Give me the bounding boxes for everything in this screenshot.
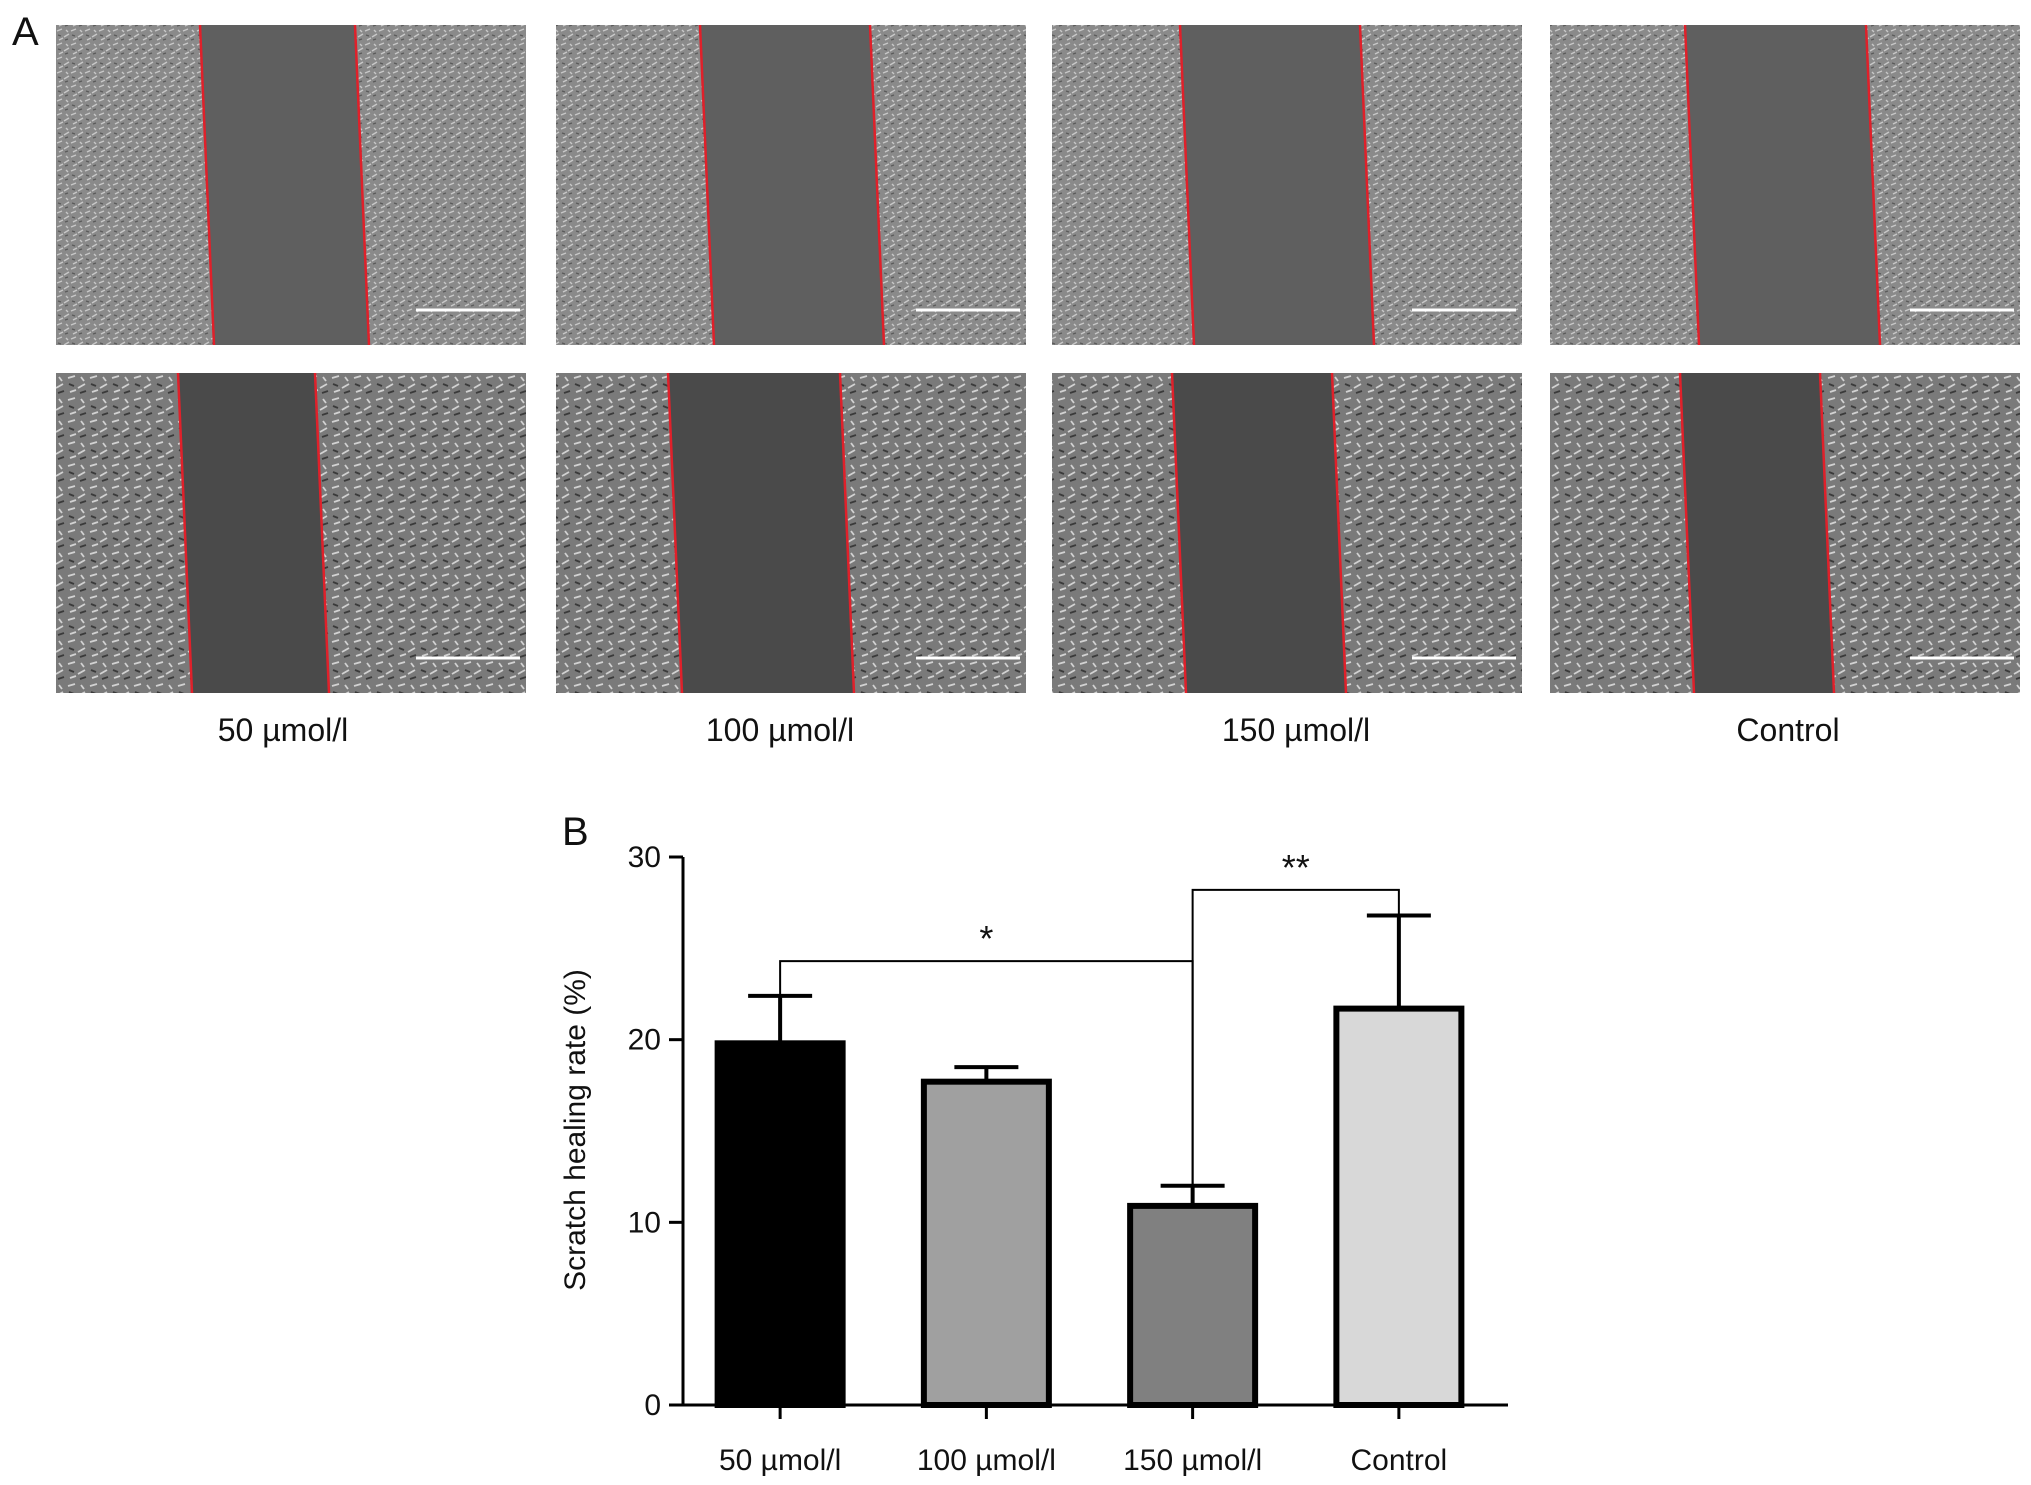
gap-edge-left [666,372,684,694]
significance-bracket [1191,888,1400,1186]
gap-edge-right [1358,24,1376,346]
gap-edge-left [176,372,194,694]
x-tick-label: 100 µmol/l [917,1444,1056,1477]
micrograph-bottom-1 [556,372,1026,694]
scratch-gap [1180,25,1374,345]
significance-label: * [979,918,993,959]
bar [920,1078,1052,1409]
y-tick-label: 0 [644,1389,661,1422]
gap-edge-left [1683,24,1701,346]
x-tick-label: 50 µmol/l [719,1444,841,1477]
scratch-gap [1685,25,1880,345]
scratch-gap [1172,373,1346,693]
bar [1127,1202,1259,1408]
x-tick-label: 150 µmol/l [1123,1444,1262,1477]
y-tick-label: 10 [628,1206,661,1239]
group-label-control: Control [1736,712,1840,748]
micrograph-top-0 [56,24,526,346]
bar [714,1040,846,1408]
micrograph-top-3 [1550,24,2020,346]
gap-edge-left [698,24,716,346]
x-tick-label: Control [1351,1444,1448,1477]
micrograph-top-1 [556,24,1026,346]
gap-edge-right [353,24,371,346]
y-tick-label: 20 [628,1024,661,1057]
group-label-50: 50 µmol/l [217,712,349,748]
gap-edge-left [198,24,216,346]
gap-edge-right [1330,372,1348,694]
gap-edge-left [1178,24,1196,346]
group-label-150: 150 µmol/l [1221,712,1371,748]
scratch-gap [700,25,884,345]
gap-edge-right [868,24,886,346]
bar [1333,1005,1465,1408]
y-axis-title: Scratch healing rate (%) [559,969,592,1291]
scratch-gap [668,373,854,693]
micrograph-top-2 [1052,24,1522,346]
gap-edge-right [313,372,331,694]
panel-a-letter: A [12,10,39,54]
gap-edge-left [1170,372,1188,694]
scratch-gap [1680,373,1834,693]
micrograph-bottom-0 [56,372,526,694]
scratch-gap [200,25,369,345]
scratch-gap [178,373,329,693]
gap-edge-right [1864,24,1882,346]
significance-label: ** [1282,847,1310,888]
micrograph-bottom-2 [1052,372,1522,694]
micrograph-grid [56,24,2020,694]
y-tick-label: 30 [628,841,661,874]
gap-edge-right [1818,372,1836,694]
micrograph-bottom-3 [1550,372,2020,694]
panel-b-letter: B [562,810,589,854]
gap-edge-right [838,372,856,694]
gap-edge-left [1678,372,1696,694]
group-label-100: 100 µmol/l [705,712,855,748]
